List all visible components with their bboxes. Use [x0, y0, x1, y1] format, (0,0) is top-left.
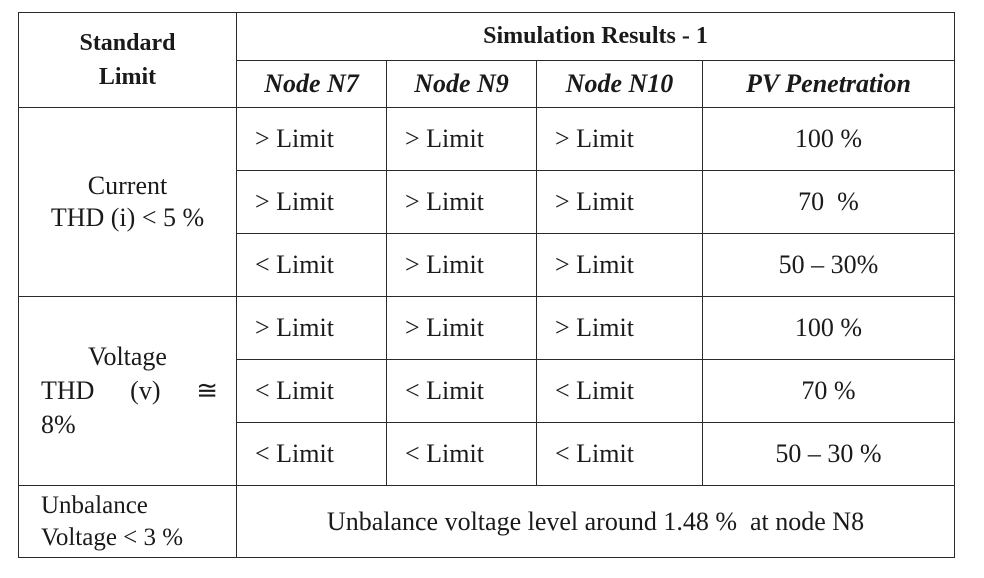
cell-n7: < Limit [236, 233, 387, 297]
column-header-node-n10: Node N10 [536, 60, 703, 108]
cell-pv: 70 % [701, 170, 956, 234]
simulation-results-table: Standard Limit Simulation Results - 1 No… [18, 12, 956, 558]
cell-n9: > Limit [386, 107, 537, 171]
cell-n7: < Limit [236, 359, 387, 423]
cell-n7: > Limit [236, 107, 387, 171]
cell-n10: < Limit [536, 422, 703, 486]
cell-pv: 100 % [701, 107, 956, 171]
cell-n9: > Limit [386, 296, 537, 360]
table-row: Unbalance Voltage < 3 % Unbalance voltag… [18, 485, 956, 558]
column-header-node-n7: Node N7 [236, 60, 387, 108]
current-thd-label: Current THD (i) < 5 % [18, 107, 237, 297]
table-row: Voltage THD (v) ≅ 8% > Limit > Limit > L… [18, 296, 956, 486]
cell-pv: 50 – 30% [701, 233, 956, 297]
cell-pv: 50 – 30 % [701, 422, 956, 486]
cell-n7: < Limit [236, 422, 387, 486]
cell-n9: > Limit [386, 233, 537, 297]
cell-pv: 70 % [701, 359, 956, 423]
standard-limit-header: Standard Limit [18, 12, 237, 108]
column-header-node-n9: Node N9 [386, 60, 537, 108]
cell-n10: < Limit [536, 359, 703, 423]
table-row: > Limit > Limit > Limit 70 % [19, 170, 956, 234]
column-header-pv-penetration: PV Penetration [701, 60, 956, 108]
voltage-thd-label: Voltage THD (v) ≅ 8% [18, 296, 237, 486]
cell-n9: > Limit [386, 170, 537, 234]
cell-pv: 100 % [701, 296, 956, 360]
cell-n10: > Limit [536, 107, 703, 171]
cell-n10: > Limit [536, 233, 703, 297]
cell-n10: > Limit [536, 170, 703, 234]
table-row: < Limit > Limit > Limit 50 – 30% [19, 233, 956, 297]
cell-n7: > Limit [236, 170, 387, 234]
unbalance-result-cell: Unbalance voltage level around 1.48 % at… [235, 485, 956, 558]
simulation-results-header: Simulation Results - 1 [235, 12, 956, 61]
table-row: Current THD (i) < 5 % > Limit > Limit > … [18, 107, 956, 297]
cell-n10: > Limit [536, 296, 703, 360]
table-row: < Limit < Limit < Limit 70 % [19, 359, 956, 423]
cell-n9: < Limit [386, 359, 537, 423]
header-row-1: Standard Limit Simulation Results - 1 [18, 12, 956, 108]
results-table-container: Standard Limit Simulation Results - 1 No… [18, 12, 956, 558]
cell-n9: < Limit [386, 422, 537, 486]
unbalance-voltage-label: Unbalance Voltage < 3 % [18, 485, 237, 558]
cell-n7: > Limit [236, 296, 387, 360]
table-row: < Limit < Limit < Limit 50 – 30 % [19, 422, 956, 486]
